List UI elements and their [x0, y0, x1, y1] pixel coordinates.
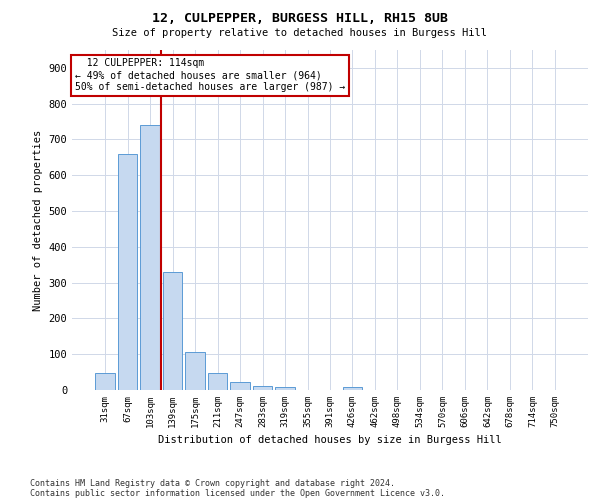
Text: 12 CULPEPPER: 114sqm  
← 49% of detached houses are smaller (964)
50% of semi-de: 12 CULPEPPER: 114sqm ← 49% of detached h…: [74, 58, 345, 92]
Bar: [208, 373, 227, 390]
Bar: [253, 386, 272, 390]
Bar: [118, 154, 137, 390]
Bar: [95, 373, 115, 390]
Text: Contains public sector information licensed under the Open Government Licence v3: Contains public sector information licen…: [30, 488, 445, 498]
Y-axis label: Number of detached properties: Number of detached properties: [33, 130, 43, 310]
Bar: [230, 382, 250, 390]
Bar: [140, 125, 160, 390]
Bar: [163, 272, 182, 390]
Text: Size of property relative to detached houses in Burgess Hill: Size of property relative to detached ho…: [113, 28, 487, 38]
Bar: [343, 387, 362, 390]
X-axis label: Distribution of detached houses by size in Burgess Hill: Distribution of detached houses by size …: [158, 436, 502, 446]
Text: 12, CULPEPPER, BURGESS HILL, RH15 8UB: 12, CULPEPPER, BURGESS HILL, RH15 8UB: [152, 12, 448, 26]
Text: Contains HM Land Registry data © Crown copyright and database right 2024.: Contains HM Land Registry data © Crown c…: [30, 478, 395, 488]
Bar: [185, 352, 205, 390]
Bar: [275, 387, 295, 390]
